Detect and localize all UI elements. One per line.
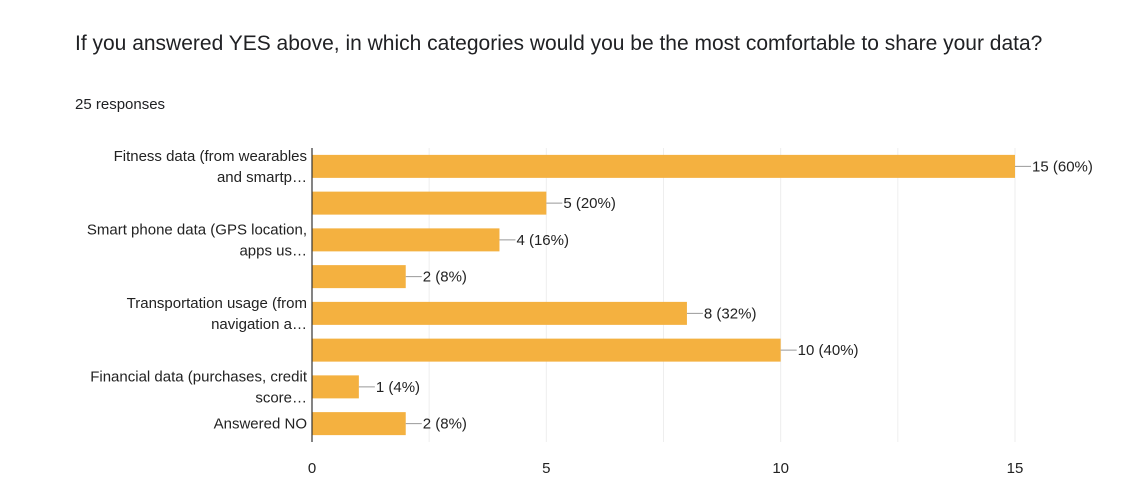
y-category-label: Answered NO (214, 416, 307, 433)
data-label: 4 (16%) (516, 232, 569, 249)
x-tick-label: 15 (1007, 460, 1024, 477)
y-category-label: Financial data (purchases, credit score… (90, 368, 308, 406)
data-label: 15 (60%) (1032, 158, 1093, 175)
bar (312, 375, 359, 399)
x-tick-label: 5 (542, 460, 550, 477)
bar (312, 412, 406, 436)
data-label: 2 (8%) (423, 416, 467, 433)
bar (312, 265, 406, 289)
y-category-label: Smart phone data (GPS location, apps us… (87, 221, 307, 259)
x-tick-label: 0 (308, 460, 316, 477)
response-count: 25 responses (75, 96, 166, 113)
data-label: 2 (8%) (423, 269, 467, 286)
bar (312, 338, 781, 362)
data-label: 8 (32%) (704, 305, 757, 322)
bar (312, 301, 687, 325)
data-label: 5 (20%) (563, 195, 616, 212)
y-category-label: Fitness data (from wearables and smartp… (114, 148, 307, 186)
question-title: If you answered YES above, in which cate… (75, 32, 1043, 55)
data-label: 1 (4%) (376, 379, 420, 396)
bar (312, 154, 1015, 178)
data-label: 10 (40%) (798, 342, 859, 359)
bar (312, 191, 547, 215)
y-category-label: Transportation usage (from navigation a… (127, 295, 307, 333)
bar (312, 228, 500, 252)
x-tick-label: 10 (772, 460, 789, 477)
